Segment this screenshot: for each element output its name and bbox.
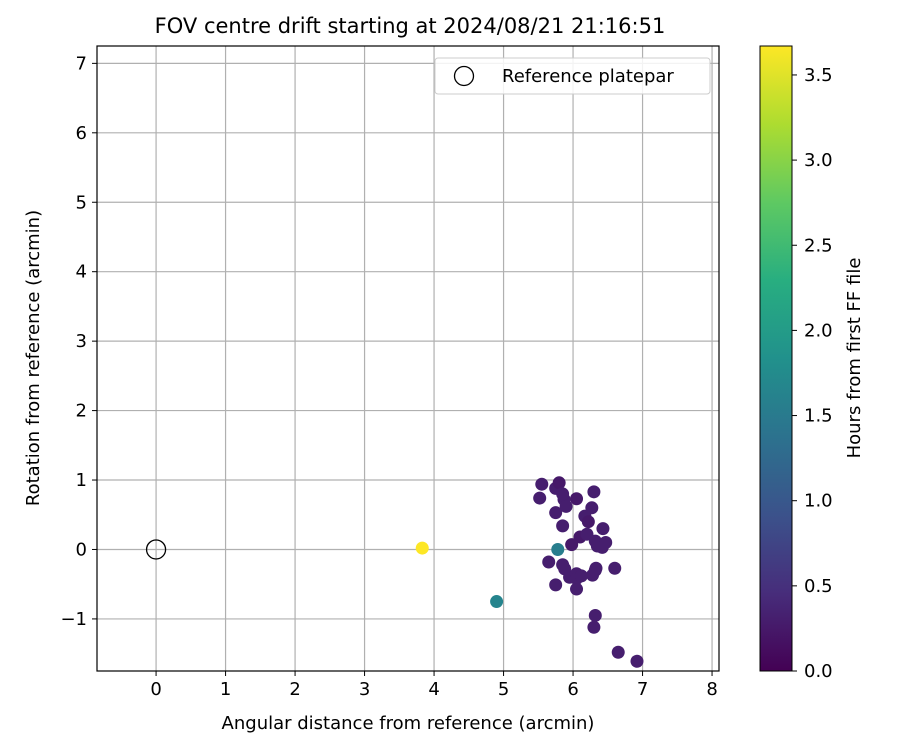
data-point bbox=[490, 595, 504, 609]
data-point bbox=[630, 654, 644, 668]
reference-marker-group bbox=[145, 539, 167, 560]
y-tick-label: 3 bbox=[76, 331, 87, 352]
x-tick-label: 4 bbox=[428, 679, 439, 700]
data-point bbox=[556, 487, 570, 501]
y-tick-label: 2 bbox=[76, 401, 87, 422]
data-point bbox=[549, 578, 563, 592]
x-axis-ticks: 0 1 2 3 4 5 6 7 8 bbox=[150, 671, 718, 700]
y-tick-label: 7 bbox=[76, 53, 87, 74]
colorbar-tick-label: 0.5 bbox=[804, 576, 833, 597]
x-tick-label: 2 bbox=[289, 679, 300, 700]
data-point bbox=[535, 477, 549, 491]
data-point bbox=[556, 519, 570, 533]
x-tick-label: 6 bbox=[567, 679, 578, 700]
y-axis-label: Rotation from reference (arcmin) bbox=[23, 210, 44, 506]
colorbar-tick-label: 3.0 bbox=[804, 150, 833, 171]
data-point bbox=[551, 542, 565, 556]
data-point bbox=[559, 499, 573, 513]
x-tick-label: 0 bbox=[150, 679, 161, 700]
legend-reference-marker bbox=[453, 65, 475, 87]
x-tick-label: 5 bbox=[498, 679, 509, 700]
grid-lines bbox=[97, 46, 719, 671]
data-points bbox=[415, 476, 644, 668]
x-tick-label: 3 bbox=[359, 679, 370, 700]
legend-box bbox=[434, 57, 711, 95]
data-point bbox=[587, 485, 601, 499]
x-tick-label: 7 bbox=[637, 679, 648, 700]
reference-platepar-marker bbox=[145, 539, 167, 560]
colorbar-tick-label: 3.5 bbox=[804, 65, 833, 86]
y-tick-label: 5 bbox=[76, 192, 87, 213]
y-tick-label: 0 bbox=[76, 539, 87, 560]
x-tick-label: 8 bbox=[706, 679, 717, 700]
y-tick-label: 6 bbox=[76, 123, 87, 144]
y-tick-label: 4 bbox=[76, 262, 87, 283]
y-tick-label: −1 bbox=[60, 609, 87, 630]
colorbar-ticks: 0.0 0.5 1.0 1.5 2.0 2.5 3.0 3.5 bbox=[792, 65, 833, 682]
data-point bbox=[581, 515, 595, 529]
x-tick-label: 1 bbox=[220, 679, 231, 700]
x-axis-label: Angular distance from reference (arcmin) bbox=[222, 713, 595, 734]
data-point bbox=[596, 522, 610, 536]
data-point bbox=[589, 561, 603, 575]
data-point bbox=[542, 555, 556, 569]
colorbar-tick-label: 1.0 bbox=[804, 491, 833, 512]
data-point bbox=[595, 540, 609, 554]
data-point bbox=[574, 569, 588, 583]
data-point bbox=[549, 506, 563, 520]
data-point bbox=[588, 608, 602, 622]
data-point bbox=[415, 541, 429, 555]
legend: Reference platepar bbox=[434, 57, 711, 95]
data-point bbox=[565, 538, 579, 552]
data-point bbox=[570, 492, 584, 506]
colorbar-tick-label: 0.0 bbox=[804, 661, 833, 682]
legend-label: Reference platepar bbox=[502, 66, 674, 87]
chart-title: FOV centre drift starting at 2024/08/21 … bbox=[155, 14, 666, 38]
data-point bbox=[533, 491, 547, 505]
colorbar-gradient bbox=[759, 45, 793, 672]
data-point bbox=[608, 561, 622, 575]
colorbar-label: Hours from first FF file bbox=[844, 258, 865, 459]
y-axis-ticks: −1 0 1 2 3 4 5 6 7 bbox=[60, 53, 97, 630]
colorbar-tick-label: 2.0 bbox=[804, 320, 833, 341]
data-point bbox=[570, 582, 584, 596]
plot-frame bbox=[96, 45, 720, 672]
colorbar-tick-label: 2.5 bbox=[804, 235, 833, 256]
colorbar-tick-label: 1.5 bbox=[804, 406, 833, 427]
data-point bbox=[552, 476, 566, 490]
data-point bbox=[611, 645, 625, 659]
colorbar: 0.0 0.5 1.0 1.5 2.0 2.5 3.0 3.5 Hours from firs… bbox=[759, 45, 865, 682]
y-tick-label: 1 bbox=[76, 470, 87, 491]
data-point bbox=[587, 620, 601, 634]
